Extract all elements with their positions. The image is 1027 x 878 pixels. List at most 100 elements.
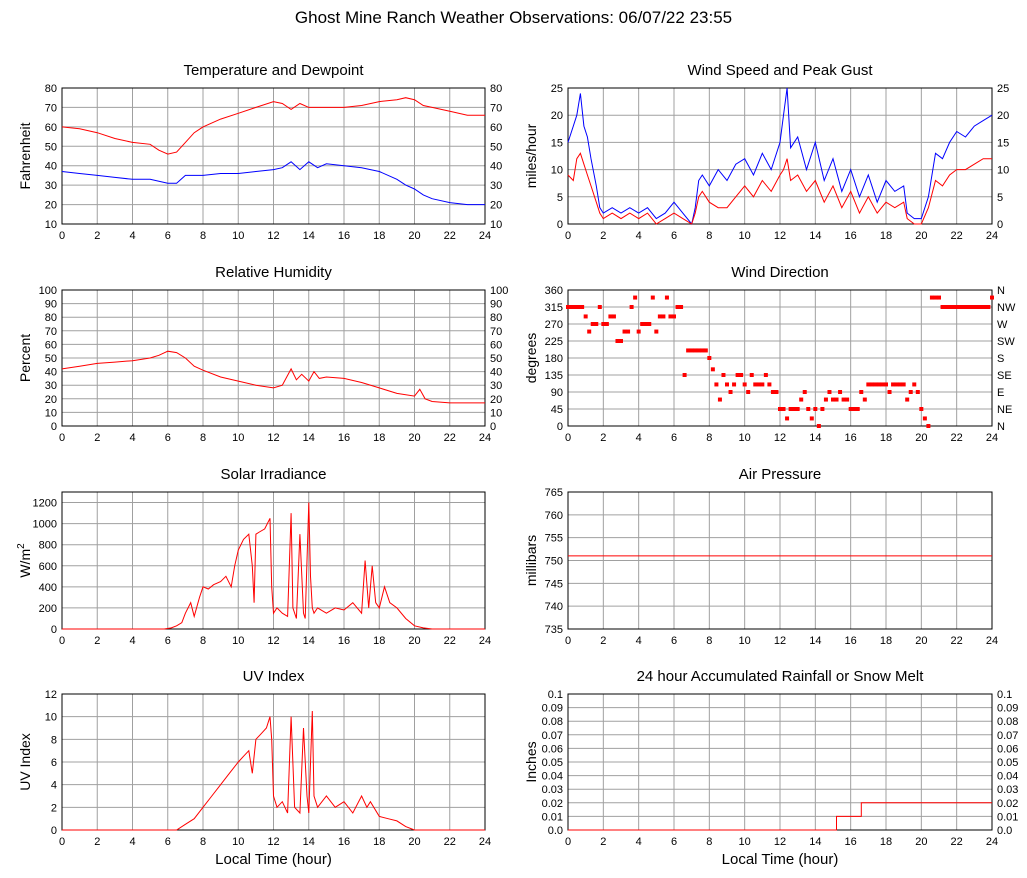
data-point xyxy=(866,382,871,387)
x-tick-label: 8 xyxy=(706,635,712,647)
page-title: Ghost Mine Ranch Weather Observations: 0… xyxy=(294,8,733,27)
y-tick-label: 400 xyxy=(39,582,57,594)
chart-title: Temperature and Dewpoint xyxy=(183,62,364,79)
data-point xyxy=(675,305,680,309)
x-tick-label: 2 xyxy=(600,836,606,848)
x-tick-label: 14 xyxy=(809,635,821,647)
data-point xyxy=(576,305,581,309)
y-tick-label: 100 xyxy=(39,285,57,297)
x-tick-label: 20 xyxy=(408,432,420,444)
x-tick-label: 0 xyxy=(565,230,571,242)
series-line-0 xyxy=(61,97,485,155)
chart-title: Wind Speed and Peak Gust xyxy=(687,62,873,79)
y-tick-label: 25 xyxy=(551,83,563,95)
data-point xyxy=(597,305,602,309)
x-tick-label: 2 xyxy=(600,432,606,444)
data-point xyxy=(739,373,744,377)
right-tick-label: N xyxy=(997,285,1005,297)
data-point xyxy=(580,305,585,309)
y-tick-label: 1200 xyxy=(33,498,57,510)
y-tick-label: 0.0 xyxy=(548,825,563,837)
x-tick-label: 12 xyxy=(774,432,786,444)
right-tick-label: 20 xyxy=(997,110,1009,122)
data-point xyxy=(650,295,655,300)
data-point xyxy=(732,382,737,387)
y-tick-label: 10 xyxy=(45,407,57,419)
data-point xyxy=(965,305,970,309)
right-tick-label: S xyxy=(997,353,1004,365)
y-axis-label-text: UV Index xyxy=(17,733,33,791)
right-tick-label: 0 xyxy=(997,219,1003,231)
x-tick-label: 16 xyxy=(845,836,857,848)
y-tick-label: 0.06 xyxy=(542,743,563,755)
data-point xyxy=(583,314,588,319)
x-tick-label: 22 xyxy=(951,635,963,647)
x-tick-label: 22 xyxy=(951,230,963,242)
x-tick-label: 4 xyxy=(129,836,135,848)
y-tick-label: 2 xyxy=(51,802,57,814)
y-axis-label: degrees xyxy=(523,333,539,384)
y-tick-label: 0.01 xyxy=(542,811,563,823)
x-tick-label: 6 xyxy=(671,836,677,848)
data-point xyxy=(990,295,994,300)
right-tick-label: 10 xyxy=(997,165,1009,177)
series-line-1 xyxy=(567,152,992,225)
right-tick-label: 0.04 xyxy=(997,771,1018,783)
data-point xyxy=(707,356,712,360)
data-point xyxy=(781,407,786,411)
data-point xyxy=(615,339,620,343)
y-tick-label: 735 xyxy=(545,624,563,636)
y-axis-label-text: W/m xyxy=(17,549,33,578)
data-point xyxy=(908,390,913,394)
plot-frame xyxy=(567,491,993,630)
x-tick-label: 6 xyxy=(671,432,677,444)
y-tick-label: 6 xyxy=(51,757,57,769)
y-axis-label-text: millibars xyxy=(523,535,539,586)
data-point xyxy=(693,348,698,353)
y-tick-label: 45 xyxy=(551,404,563,416)
y-axis-label-text: degrees xyxy=(523,333,539,384)
x-tick-label: 22 xyxy=(444,432,456,444)
y-tick-label: 750 xyxy=(545,556,563,568)
data-point xyxy=(873,382,878,387)
right-tick-label: 10 xyxy=(490,219,502,231)
data-point xyxy=(933,295,938,300)
data-point xyxy=(594,322,599,326)
y-tick-label: 760 xyxy=(545,510,563,522)
data-point xyxy=(682,373,687,377)
x-tick-label: 24 xyxy=(986,432,998,444)
x-tick-label: 4 xyxy=(129,635,135,647)
x-tick-label: 8 xyxy=(200,635,206,647)
x-tick-label: 0 xyxy=(59,635,65,647)
x-tick-label: 6 xyxy=(671,635,677,647)
data-point xyxy=(636,329,641,334)
right-tick-label: SE xyxy=(997,370,1012,382)
right-tick-label: 0.05 xyxy=(997,757,1018,769)
data-point xyxy=(672,314,676,319)
y-tick-label: 1000 xyxy=(33,519,57,531)
series-line-0 xyxy=(62,502,485,630)
y-tick-label: 135 xyxy=(545,370,563,382)
y-axis-label: Percent xyxy=(17,334,33,382)
chart-title: UV Index xyxy=(243,668,305,685)
data-point xyxy=(566,305,570,309)
y-tick-label: 40 xyxy=(45,161,57,173)
data-point xyxy=(982,305,987,309)
right-tick-label: 70 xyxy=(490,326,502,338)
data-point xyxy=(880,382,885,387)
data-point xyxy=(640,322,645,326)
data-point xyxy=(905,397,910,402)
x-tick-label: 24 xyxy=(479,230,491,242)
data-point xyxy=(806,407,811,411)
y-tick-label: 0.08 xyxy=(542,716,563,728)
data-point xyxy=(710,367,715,372)
y-tick-label: 10 xyxy=(45,712,57,724)
data-point xyxy=(601,322,606,326)
x-tick-label: 8 xyxy=(200,836,206,848)
data-point xyxy=(954,305,959,309)
data-point xyxy=(714,382,719,387)
data-point xyxy=(647,322,652,326)
data-point xyxy=(802,390,807,394)
data-point xyxy=(569,305,574,309)
